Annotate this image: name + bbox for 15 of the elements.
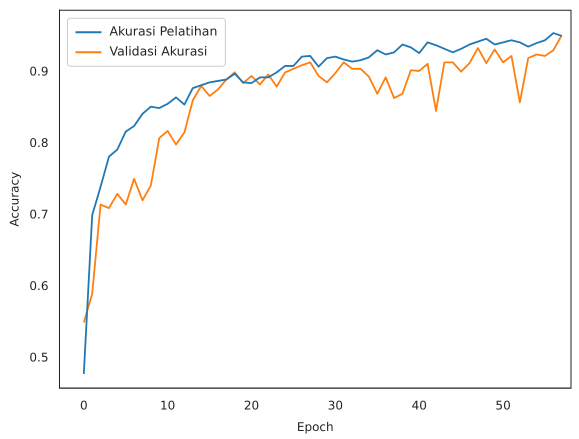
x-tick-label: 40 [412, 398, 427, 413]
x-tick-label: 0 [80, 398, 88, 413]
x-tick-label: 20 [244, 398, 260, 413]
x-tick-label: 50 [495, 398, 511, 413]
x-tick-label: 30 [328, 398, 344, 413]
y-tick-label: 0.6 [29, 278, 48, 293]
y-tick-label: 0.7 [29, 207, 48, 222]
x-axis-title: Epoch [296, 420, 334, 434]
y-tick-label: 0.9 [29, 64, 48, 78]
legend-label: Akurasi Pelatihan [109, 23, 218, 38]
y-tick-label: 0.8 [29, 136, 48, 150]
x-tick-label: 10 [160, 398, 176, 413]
y-tick-label: 0.5 [29, 350, 48, 364]
y-axis-title: Accuracy [7, 172, 22, 227]
legend-label: Validasi Akurasi [109, 43, 208, 58]
